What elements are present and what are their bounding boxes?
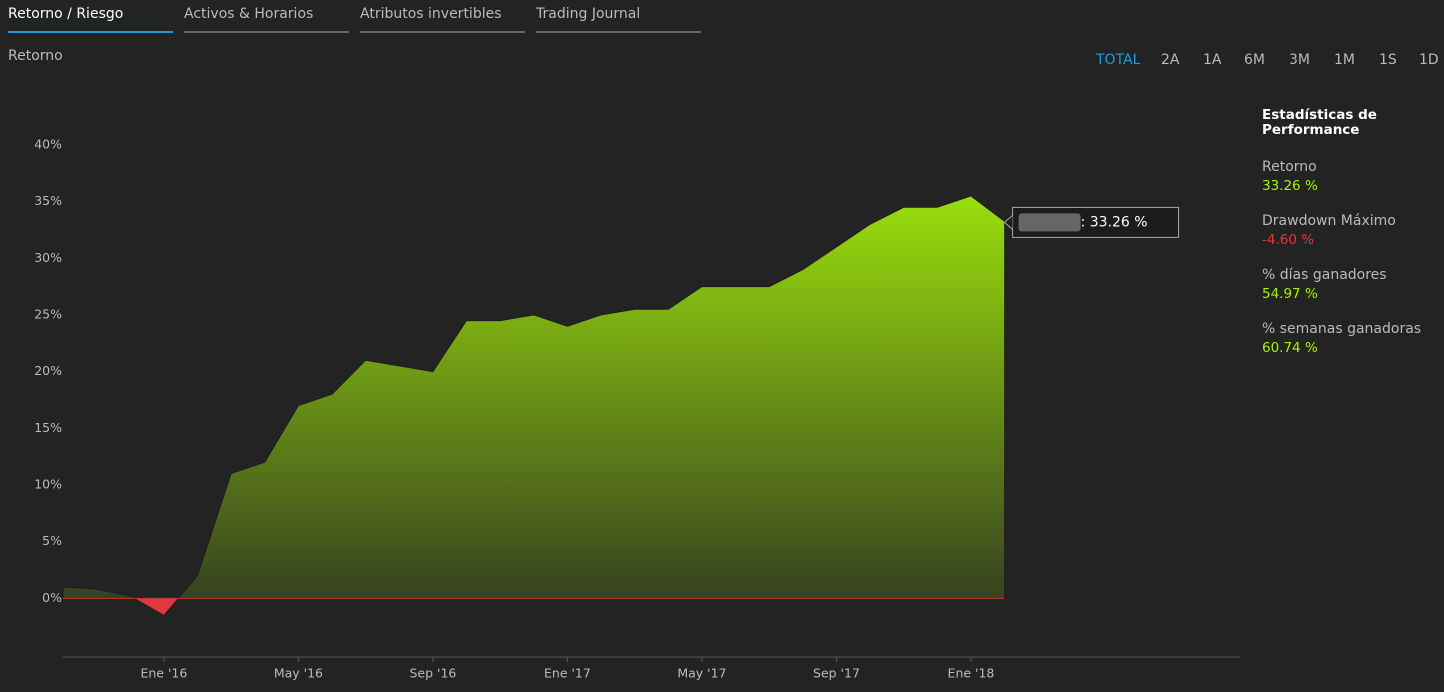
x-tick-label: Ene '17: [544, 666, 591, 681]
range-button[interactable]: TOTAL: [1096, 52, 1141, 68]
stat-label: Retorno: [1262, 159, 1317, 175]
range-button[interactable]: 1A: [1203, 52, 1222, 68]
stats-panel: Estadísticas de Performance Retorno 33.26…: [1262, 108, 1442, 374]
area: [62, 195, 1005, 616]
y-tick-label: 30%: [34, 250, 62, 265]
x-tick-label: Sep '17: [813, 666, 860, 681]
stat-label: % días ganadores: [1262, 267, 1387, 283]
tab[interactable]: Atributos invertibles: [360, 6, 525, 33]
y-tick-label: 15%: [34, 420, 62, 435]
range-button[interactable]: 6M: [1244, 52, 1265, 68]
range-button[interactable]: 1D: [1419, 52, 1439, 68]
tab[interactable]: Activos & Horarios: [184, 6, 349, 33]
range-button[interactable]: 2A: [1161, 52, 1180, 68]
stat-label: Drawdown Máximo: [1262, 213, 1396, 229]
tab[interactable]: Retorno / Riesgo: [8, 6, 173, 33]
range-button[interactable]: 3M: [1289, 52, 1310, 68]
y-tick-label: 35%: [34, 193, 62, 208]
tooltip-pointer: [1003, 215, 1013, 230]
y-tick-label: 20%: [34, 363, 62, 378]
x-tick-label: Ene '16: [140, 666, 187, 681]
stat-label: % semanas ganadoras: [1262, 321, 1422, 337]
section-title: Retorno: [8, 48, 63, 64]
y-tick-label: 25%: [34, 307, 62, 322]
stats-title: Estadísticas de Performance: [1262, 107, 1377, 138]
y-tick-label: 40%: [34, 137, 62, 152]
x-tick-label: May '16: [274, 666, 323, 681]
x-tick-label: Sep '16: [409, 666, 456, 681]
tooltip-text: : 33.26 %: [1081, 214, 1148, 230]
tooltip-blur: [1018, 213, 1081, 232]
y-tick-label: 0%: [42, 590, 62, 605]
range-button[interactable]: 1M: [1334, 52, 1355, 68]
y-tick-label: 5%: [42, 533, 62, 548]
x-tick-label: May '17: [677, 666, 726, 681]
x-tick-label: Ene '18: [948, 666, 995, 681]
stat-value: -4.60 %: [1262, 232, 1315, 248]
stat-value: 54.97 %: [1262, 286, 1318, 302]
tab[interactable]: Trading Journal: [536, 6, 701, 33]
range-button[interactable]: 1S: [1379, 52, 1397, 68]
stat-value: 60.74 %: [1262, 340, 1318, 356]
y-tick-label: 10%: [34, 477, 62, 492]
stat-value: 33.26 %: [1262, 178, 1318, 194]
